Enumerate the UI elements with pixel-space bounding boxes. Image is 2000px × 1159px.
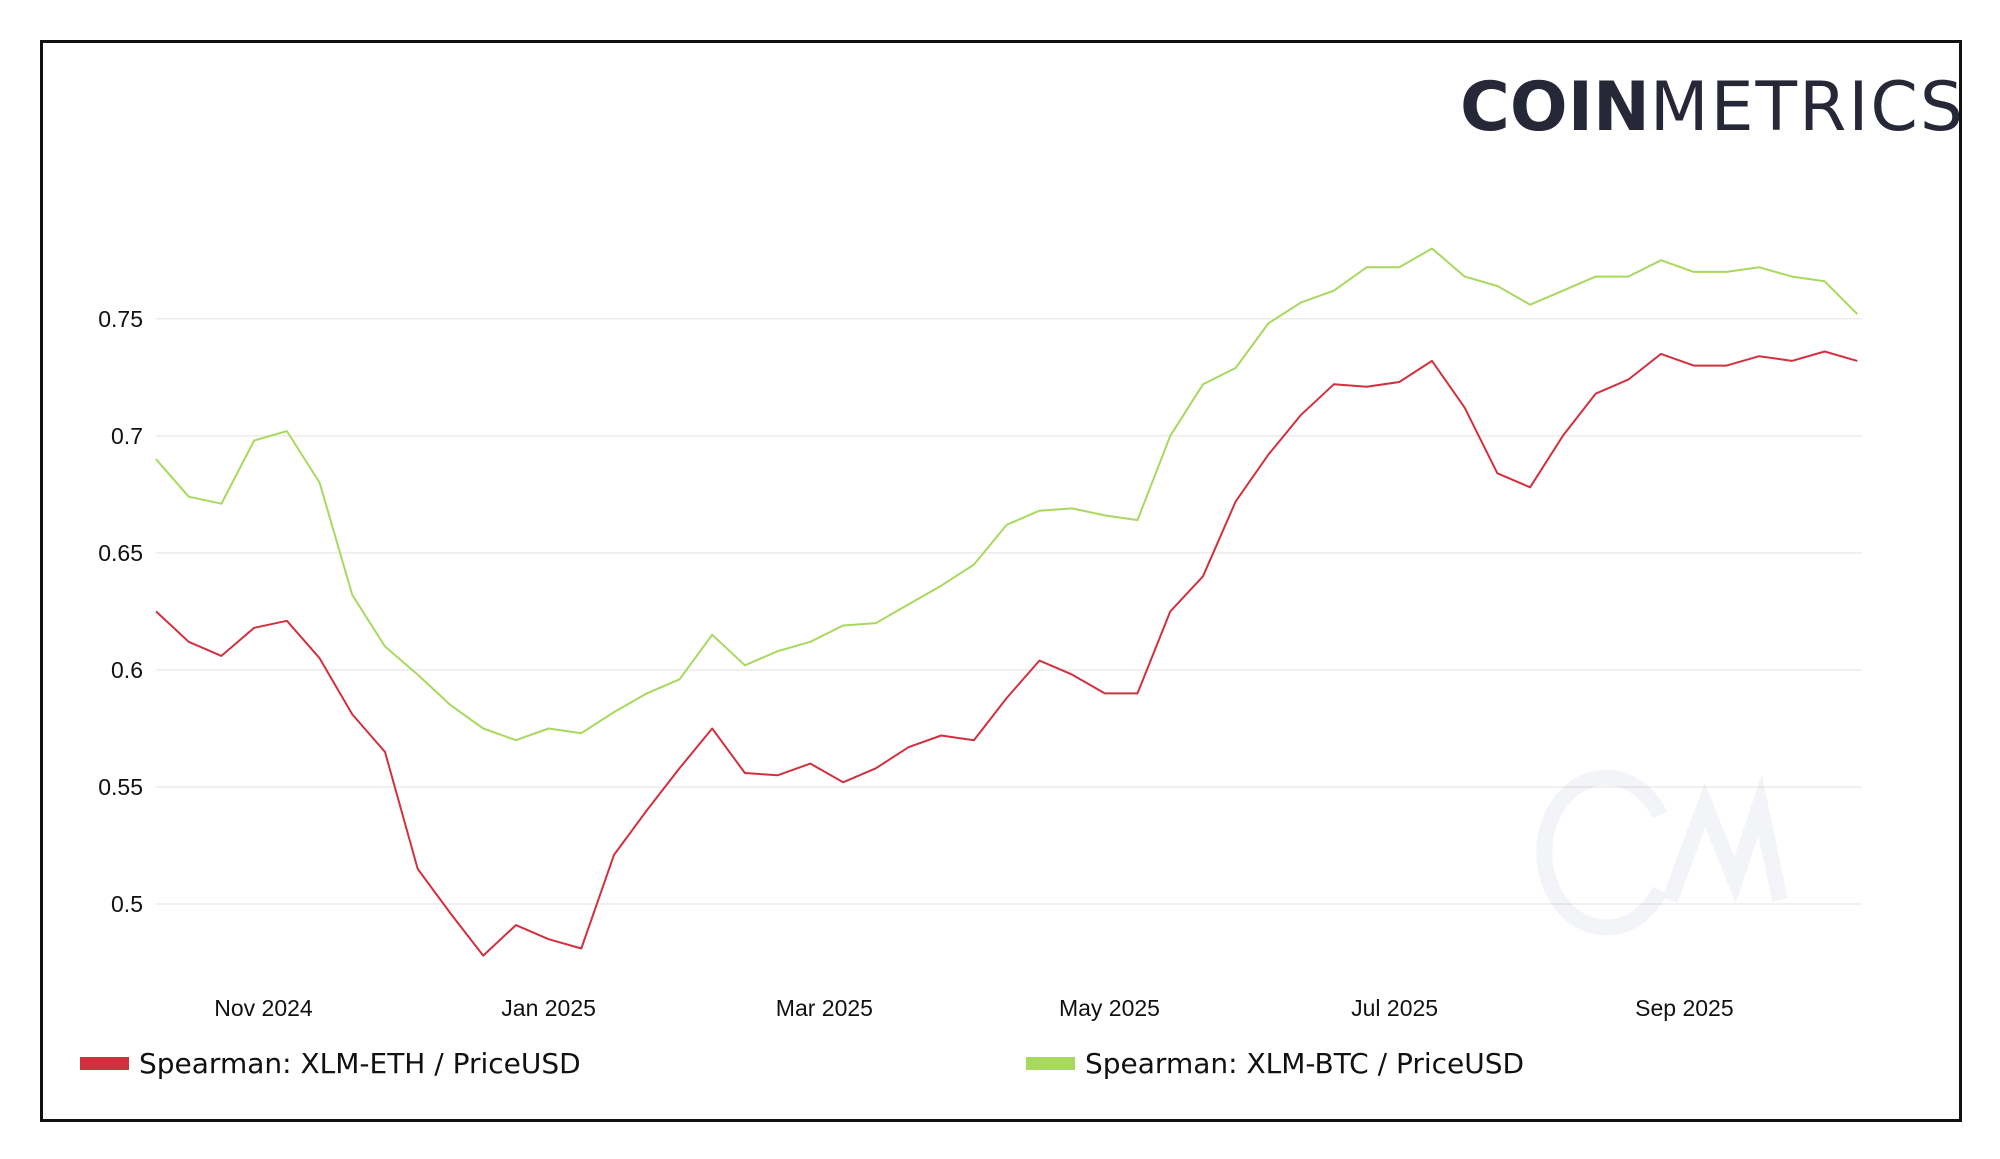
series-line-btc bbox=[155, 247, 1859, 742]
y-tick-label: 0.75 bbox=[98, 306, 143, 332]
legend-label-btc: Spearman: XLM-BTC / PriceUSD bbox=[1085, 1047, 1524, 1080]
y-tick-label: 0.5 bbox=[111, 891, 143, 917]
legend-label-eth: Spearman: XLM-ETH / PriceUSD bbox=[139, 1047, 581, 1080]
gridlines bbox=[156, 318, 1862, 905]
legend: Spearman: XLM-ETH / PriceUSD Spearman: X… bbox=[80, 1047, 1524, 1080]
x-tick-label: Jul 2025 bbox=[1351, 995, 1438, 1021]
y-axis-ticks: 0.5 0.55 0.6 0.65 0.7 0.75 bbox=[98, 306, 143, 917]
logo-bold-text: COIN bbox=[1460, 68, 1650, 147]
x-tick-label: Jan 2025 bbox=[501, 995, 596, 1021]
y-tick-label: 0.65 bbox=[98, 540, 143, 566]
chart-frame bbox=[40, 40, 1962, 1122]
svg-text:COINMETRICS: COINMETRICS bbox=[1460, 68, 1965, 147]
x-tick-label: May 2025 bbox=[1059, 995, 1160, 1021]
x-axis-ticks: Nov 2024 Jan 2025 Mar 2025 May 2025 Jul 2025… bbox=[214, 995, 1733, 1021]
logo-thin-text: METRICS bbox=[1650, 68, 1965, 147]
series-line-eth bbox=[155, 350, 1858, 957]
x-tick-label: Sep 2025 bbox=[1635, 995, 1733, 1021]
coinmetrics-logo: COINMETRICS bbox=[1460, 68, 1965, 147]
y-tick-label: 0.55 bbox=[98, 774, 143, 800]
y-tick-label: 0.7 bbox=[111, 423, 143, 449]
cm-watermark-logo bbox=[1536, 769, 1788, 936]
x-tick-label: Mar 2025 bbox=[776, 995, 873, 1021]
legend-item-btc[interactable]: Spearman: XLM-BTC / PriceUSD bbox=[1026, 1047, 1524, 1080]
legend-swatch-btc bbox=[1026, 1057, 1075, 1070]
x-tick-label: Nov 2024 bbox=[214, 995, 313, 1021]
series-lines bbox=[155, 247, 1859, 957]
legend-swatch-eth bbox=[80, 1057, 129, 1070]
y-tick-label: 0.6 bbox=[111, 657, 143, 683]
legend-item-eth[interactable]: Spearman: XLM-ETH / PriceUSD bbox=[80, 1047, 581, 1080]
